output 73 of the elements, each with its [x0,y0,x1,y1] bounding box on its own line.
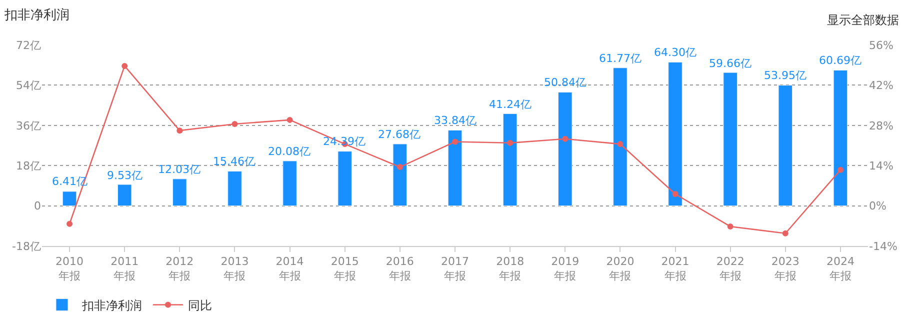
y-tick-label: 54亿 [16,79,41,92]
bar [338,151,352,206]
point [176,128,183,134]
data-label: 64.30亿 [654,46,696,59]
data-label: 15.46亿 [213,155,256,168]
y-tick-label: 72亿 [16,38,41,52]
bar [392,144,408,206]
y2-tick-label: 0% [869,200,886,213]
y-tick-label: -18亿 [12,240,41,253]
legend-label: 扣非净利润 [81,298,142,312]
chart-title: 扣非净利润 [4,8,70,24]
x-tick-label: 2023 年报 [771,255,800,282]
data-label: 50.84亿 [544,76,586,89]
legend-label: 同比 [188,298,212,312]
y2-tick-label: -14% [869,240,898,253]
bar [117,184,132,206]
x-tick-label: 2024 年报 [826,255,854,282]
data-label: 9.53亿 [107,169,142,182]
data-label: 27.68亿 [378,128,420,141]
bar [282,160,297,206]
data-label: 61.77亿 [599,52,642,65]
bar [668,62,682,206]
point [672,191,678,198]
point [507,140,514,146]
data-label: 59.66亿 [709,57,752,70]
data-label: 12.03亿 [158,163,200,176]
y-tick-label: 18亿 [16,159,41,172]
bar [448,130,462,206]
x-tick-label: 2014 年报 [276,255,304,282]
y-tick-label: 0 [34,200,41,213]
point [232,120,238,127]
x-tick-label: 2022 年报 [716,255,744,282]
x-tick-label: 2011 年报 [110,255,139,282]
bar [502,113,518,206]
x-tick-label: 2015 年报 [330,255,359,282]
point [286,116,293,123]
text: 显示全部数据 [827,13,899,27]
bar [778,85,793,206]
bar [833,70,848,206]
x-tick-label: 2013 年报 [220,255,249,282]
bar [558,92,572,206]
x-tick-label: 2020 年报 [606,255,634,282]
y2-tick-label: 14% [869,159,894,172]
point [452,138,458,145]
x-tick-label: 2021 年报 [661,255,690,282]
data-label: 53.95亿 [764,69,806,82]
data-label: 20.08亿 [268,145,310,158]
y2-tick-label: 56% [869,38,894,52]
data-label: 33.84亿 [434,114,476,127]
data-label: 60.69亿 [819,54,862,67]
point [837,166,844,173]
bar [172,178,187,206]
x-tick-label: 2016 年报 [386,255,414,282]
y2-tick-label: 42% [869,79,894,92]
data-label: 41.24亿 [489,98,532,111]
bar [723,72,738,206]
point [782,230,788,236]
bar [62,191,77,206]
x-tick-label: 2010 年报 [56,255,84,282]
y2-tick-label: 28% [869,119,894,132]
x-tick-label: 2018 年报 [496,255,524,282]
y-tick-label: 36亿 [16,119,41,132]
x-tick-label: 2019 年报 [551,255,580,282]
x-tick-label: 2012 年报 [166,255,194,282]
x-tick-label: 2017 年报 [441,255,469,282]
bar [613,68,628,206]
point [617,141,624,148]
point [562,136,568,142]
bar [228,171,242,206]
point [396,164,403,170]
point [727,223,734,230]
point [122,62,128,69]
point [66,220,73,227]
